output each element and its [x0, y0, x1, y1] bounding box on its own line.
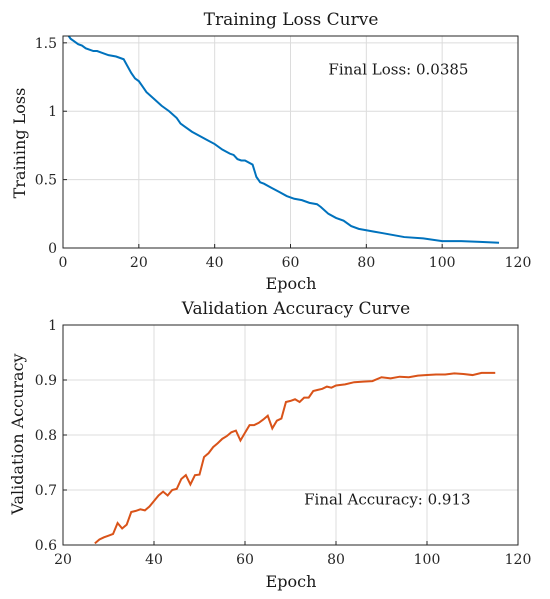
- training-loss-xtick-label: 120: [505, 255, 532, 271]
- training-loss-xtick-label: 100: [429, 255, 456, 271]
- training-loss-ytick-label: 1: [48, 104, 57, 120]
- validation-accuracy-xtick-label: 40: [145, 552, 163, 568]
- validation-accuracy-ytick-label: 0.7: [35, 483, 57, 499]
- validation-accuracy-ytick-label: 1: [48, 318, 57, 334]
- final-accuracy-annotation: Final Accuracy: 0.913: [304, 490, 470, 508]
- validation-accuracy-xtick-label: 20: [54, 552, 72, 568]
- validation-accuracy-ticks: 20 40 60 80 100 120 0.6 0.7 0.8 0.9 1: [35, 318, 532, 568]
- training-loss-series-line: [67, 36, 500, 244]
- validation-accuracy-ytick-label: 0.8: [35, 428, 57, 444]
- validation-accuracy-ytick-label: 0.9: [35, 373, 57, 389]
- training-loss-ticks: 0 20 40 60 80 100 120 0 0.5 1 1.5: [35, 36, 532, 271]
- validation-accuracy-xtick-label: 120: [505, 552, 532, 568]
- training-loss-xtick-label: 80: [357, 255, 375, 271]
- validation-accuracy-xtick-label: 60: [236, 552, 254, 568]
- final-loss-annotation: Final Loss: 0.0385: [328, 60, 468, 78]
- training-loss-title: Training Loss Curve: [204, 10, 379, 30]
- validation-accuracy-series-line: [94, 371, 496, 545]
- validation-accuracy-xtick-label: 80: [327, 552, 345, 568]
- training-loss-ylabel: Training Loss: [10, 88, 29, 199]
- training-loss-xtick-label: 0: [59, 255, 68, 271]
- validation-accuracy-xtick-label: 100: [414, 552, 441, 568]
- training-loss-xtick-label: 40: [206, 255, 224, 271]
- validation-accuracy-xlabel: Epoch: [266, 572, 317, 591]
- training-loss-xtick-label: 20: [130, 255, 148, 271]
- training-loss-ytick-label: 0: [48, 241, 57, 257]
- validation-accuracy-ytick-label: 0.6: [35, 538, 57, 554]
- validation-accuracy-ylabel: Validation Accuracy: [8, 353, 27, 515]
- training-loss-grid: [62, 36, 519, 249]
- training-loss-ytick-label: 1.5: [35, 36, 57, 52]
- training-loss-ytick-label: 0.5: [35, 173, 57, 189]
- validation-accuracy-title: Validation Accuracy Curve: [181, 299, 410, 319]
- validation-accuracy-chart: Validation Accuracy Curve 20 40 60 80 100 120…: [8, 299, 531, 591]
- training-loss-chart: Training Loss Curve 0 20 40 60 80 100 120 0 0.5 1…: [10, 10, 531, 293]
- training-loss-xlabel: Epoch: [266, 274, 317, 293]
- training-loss-xtick-label: 60: [282, 255, 300, 271]
